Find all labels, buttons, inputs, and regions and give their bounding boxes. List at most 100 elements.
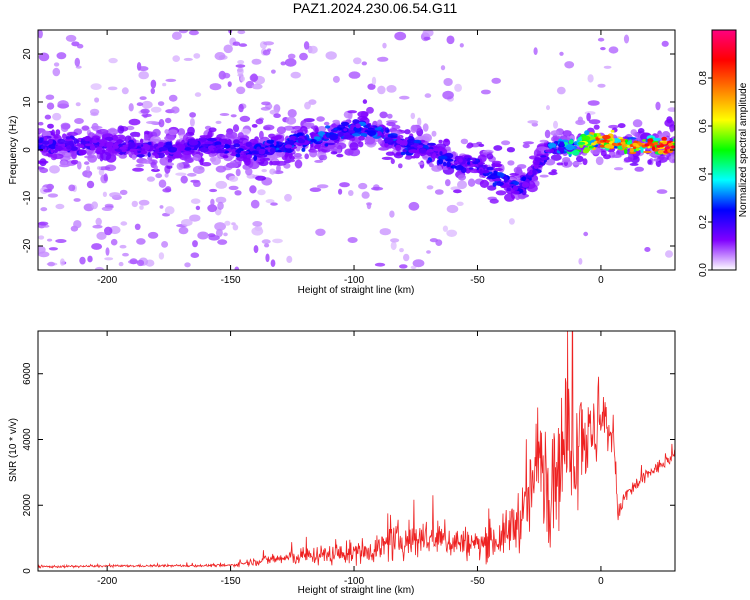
snr-series-line: [38, 331, 675, 569]
heatmap-halo-blob: [304, 153, 310, 160]
heatmap-halo-blob: [495, 190, 507, 196]
heatmap-noise-blob: [207, 204, 218, 213]
heatmap-noise-blob: [280, 61, 286, 66]
heatmap-noise-blob: [95, 217, 102, 226]
heatmap-halo-blob: [61, 123, 71, 130]
heatmap-halo-blob: [147, 156, 153, 161]
heatmap-noise-blob: [119, 189, 128, 195]
heatmap-noise-blob: [262, 49, 271, 56]
heatmap-noise-blob: [223, 232, 228, 237]
heatmap-halo-blob: [166, 162, 174, 166]
heatmap-halo-blob: [539, 139, 548, 143]
heatmap-ridge-blob: [547, 142, 557, 148]
heatmap-noise-blob: [556, 86, 566, 95]
heatmap-ridge-blob: [64, 138, 74, 142]
heatmap-noise-blob: [197, 231, 209, 240]
heatmap-ridge-blob: [389, 135, 398, 139]
heatmap-noise-blob: [165, 78, 177, 82]
heatmap-halo-blob: [647, 159, 652, 165]
heatmap-noise-blob: [38, 221, 49, 226]
heatmap-ridge-blob: [324, 143, 329, 147]
heatmap-noise-blob: [389, 210, 395, 218]
heatmap-noise-blob: [253, 245, 259, 254]
heatmap-ridge-blob: [557, 146, 565, 152]
colorbar-scale: [711, 29, 737, 271]
heatmap-noise-blob: [332, 75, 340, 83]
heatmap-noise-blob: [257, 189, 266, 196]
heatmap-ridge-blob: [446, 158, 454, 162]
heatmap-noise-blob: [600, 47, 606, 51]
heatmap-halo-blob: [378, 147, 389, 151]
heatmap-ridge-blob: [207, 137, 217, 142]
spectrogram-heatmap: [38, 30, 675, 270]
heatmap-ridge-blob: [383, 137, 394, 143]
heatmap-noise-blob: [287, 53, 296, 59]
heatmap-halo-blob: [385, 151, 395, 156]
heatmap-halo-blob: [164, 129, 169, 135]
heatmap-noise-blob: [38, 121, 44, 126]
heatmap-halo-blob: [44, 114, 52, 120]
heatmap-halo-blob: [632, 119, 643, 128]
heatmap-noise-blob: [86, 180, 95, 189]
heatmap-noise-blob: [656, 189, 668, 194]
heatmap-halo-blob: [87, 154, 98, 163]
heatmap-halo-blob: [478, 143, 485, 147]
heatmap-noise-blob: [403, 253, 410, 262]
heatmap-ridge-blob: [57, 138, 66, 144]
heatmap-noise-blob: [98, 168, 105, 176]
heatmap-halo-blob: [404, 156, 412, 160]
heatmap-ridge-blob: [235, 149, 242, 153]
heatmap-noise-blob: [559, 51, 564, 56]
heatmap-ridge-blob: [288, 139, 295, 146]
heatmap-ridge-blob: [493, 167, 503, 172]
heatmap-noise-blob: [443, 78, 453, 86]
spectrogram-x-ticks: -200 -150 -100 -50 0: [97, 30, 604, 286]
heatmap-ridge-blob: [493, 163, 503, 168]
heatmap-halo-blob: [445, 179, 451, 187]
heatmap-noise-blob: [136, 238, 146, 245]
heatmap-halo-blob: [544, 129, 551, 139]
heatmap-noise-blob: [45, 94, 55, 100]
heatmap-noise-blob: [134, 223, 141, 230]
heatmap-halo-blob: [51, 153, 64, 160]
heatmap-halo-blob: [362, 99, 368, 104]
heatmap-halo-blob: [38, 160, 43, 164]
heatmap-noise-blob: [129, 258, 138, 265]
heatmap-noise-blob: [107, 86, 118, 91]
heatmap-ridge-blob: [472, 161, 480, 165]
heatmap-noise-blob: [371, 76, 377, 86]
heatmap-halo-blob: [70, 159, 79, 165]
heatmap-ridge-blob: [213, 147, 223, 150]
heatmap-ridge-blob: [223, 144, 231, 149]
heatmap-ridge-blob: [188, 140, 199, 146]
heatmap-ridge-blob: [478, 162, 485, 165]
heatmap-ridge-blob: [163, 144, 173, 148]
heatmap-ridge-blob: [112, 134, 119, 141]
heatmap-ridge-blob: [404, 137, 409, 141]
heatmap-ridge-blob: [504, 176, 508, 183]
heatmap-noise-blob: [74, 118, 84, 124]
heatmap-noise-blob: [272, 238, 283, 244]
heatmap-ridge-blob: [249, 145, 254, 152]
snr-x-tick-label: 0: [598, 576, 604, 587]
heatmap-halo-blob: [77, 161, 82, 170]
heatmap-halo-blob: [562, 157, 571, 163]
heatmap-halo-blob: [168, 129, 178, 136]
heatmap-noise-blob: [347, 237, 358, 243]
heatmap-noise-blob: [74, 57, 81, 67]
heatmap-noise-blob: [162, 82, 167, 87]
heatmap-halo-blob: [334, 142, 347, 150]
spectrogram-y-tick-label: 0: [22, 147, 33, 153]
heatmap-noise-blob: [434, 189, 444, 195]
heatmap-ridge-blob: [284, 144, 293, 149]
heatmap-halo-blob: [38, 128, 46, 134]
heatmap-ridge-blob: [627, 137, 637, 140]
heatmap-halo-blob: [653, 158, 660, 162]
heatmap-noise-blob: [339, 182, 350, 188]
heatmap-halo-blob: [99, 152, 104, 162]
heatmap-noise-blob: [232, 224, 239, 231]
heatmap-ridge-blob: [38, 139, 44, 144]
heatmap-noise-blob: [251, 58, 262, 65]
heatmap-noise-blob: [361, 191, 370, 199]
